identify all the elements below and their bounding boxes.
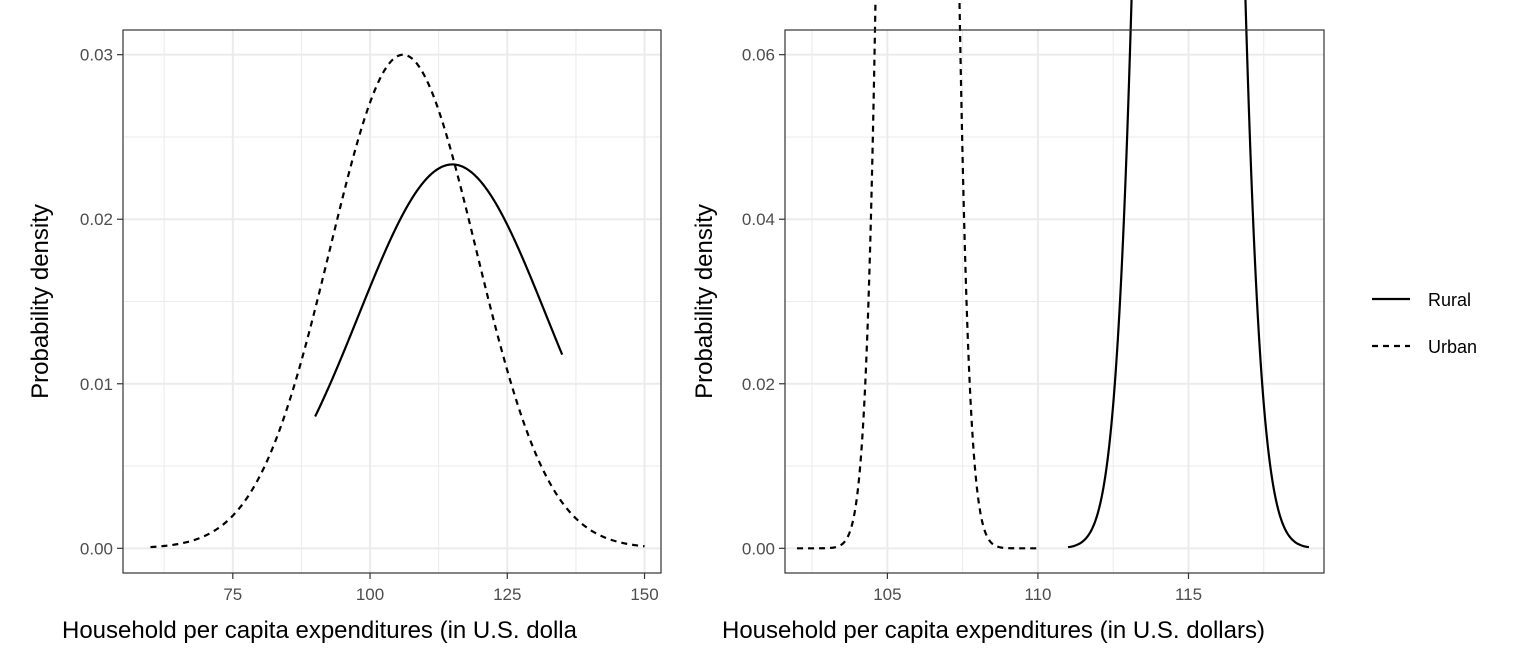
left-panel: 75 100 125 150 0.00 0.01 0.02 0.03 Household per… — [27, 29, 662, 644]
legend-label-urban: Urban — [1428, 337, 1477, 357]
y-axis-title: Probability density — [27, 204, 54, 399]
legend: Rural Urban — [1372, 290, 1477, 357]
y-axis-title: Probability density — [691, 204, 718, 399]
x-axis-title: Household per capita expenditures (in U.… — [722, 617, 1265, 644]
right-panel: 105 110 115 0.00 0.02 0.04 0.06 Household per c… — [691, 0, 1325, 644]
panel-border — [784, 29, 1325, 574]
y-tick-label: 0.02 — [742, 375, 775, 394]
x-tick-label: 110 — [1024, 585, 1051, 604]
y-tick-label: 0.04 — [742, 210, 775, 229]
x-tick-label: 115 — [1175, 585, 1202, 604]
series-line-rural — [314, 163, 564, 417]
y-tick-label: 0.03 — [80, 46, 113, 65]
x-tick-label: 100 — [356, 585, 384, 604]
y-tick-label: 0.02 — [80, 210, 113, 229]
x-axis-title: Household per capita expenditures (in U.… — [62, 617, 578, 644]
y-tick-label: 0.06 — [742, 46, 775, 65]
series-line-urban — [797, 0, 1038, 550]
x-tick-label: 75 — [223, 585, 242, 604]
series-line-urban — [150, 53, 645, 549]
x-tick-label: 150 — [630, 585, 658, 604]
y-tick-label: 0.00 — [80, 539, 113, 558]
x-tick-label: 125 — [493, 585, 521, 604]
panel-border — [122, 29, 662, 574]
y-tick-label: 0.01 — [80, 375, 113, 394]
y-tick-label: 0.00 — [742, 539, 775, 558]
x-tick-label: 105 — [873, 585, 901, 604]
legend-label-rural: Rural — [1428, 290, 1471, 310]
series-line-rural — [1067, 0, 1310, 549]
